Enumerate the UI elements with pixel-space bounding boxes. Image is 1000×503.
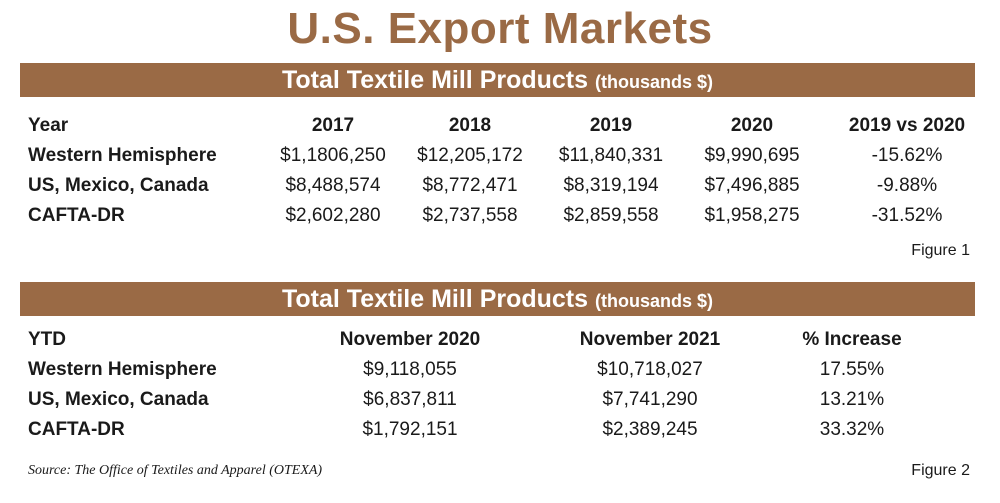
row-label: Western Hemisphere [28,145,217,166]
table-cell: $8,772,471 [422,175,518,196]
table-row: US, Mexico, Canada $6,837,811 $7,741,290… [0,386,1000,414]
table-row: Western Hemisphere $1,1806,250 $12,205,1… [0,142,1000,170]
table-row: CAFTA-DR $1,792,151 $2,389,245 33.32% [0,416,1000,444]
table-cell: 13.21% [819,389,885,410]
table-cell: 17.55% [819,359,885,380]
table1-heading-band: Total Textile Mill Products (thousands $… [20,63,975,97]
table1-col-header-2018: 2018 [448,115,492,136]
table-cell: $8,319,194 [563,175,659,196]
table1-col-header-year: Year [28,115,69,136]
table-cell: $9,990,695 [704,145,800,166]
row-label: CAFTA-DR [28,205,125,226]
figure-2-label: Figure 2 [911,462,970,479]
table-cell: $12,205,172 [417,145,523,166]
table-cell: $7,496,885 [704,175,800,196]
table-row: CAFTA-DR $2,602,280 $2,737,558 $2,859,55… [0,202,1000,230]
table2-col-header-nov-2021: November 2021 [579,329,721,350]
table2-heading: Total Textile Mill Products [281,285,589,313]
table-row: US, Mexico, Canada $8,488,574 $8,772,471… [0,172,1000,200]
table2-col-header-increase: % Increase [802,329,902,350]
table-cell: $11,840,331 [558,145,664,166]
row-label: US, Mexico, Canada [28,175,209,196]
table1-col-header-change: 2019 vs 2020 [848,115,966,136]
table2-header-row: YTD November 2020 November 2021 % Increa… [0,326,1000,354]
table1-col-header-2019: 2019 [589,115,633,136]
table-cell: $8,488,574 [285,175,381,196]
table-cell: $2,859,558 [563,205,659,226]
table-cell: $7,741,290 [602,389,698,410]
table-cell: $10,718,027 [597,359,703,380]
table1-header-row: Year 2017 2018 2019 2020 2019 vs 2020 [0,112,1000,140]
table-cell: -15.62% [871,145,943,166]
table-cell: 33.32% [819,419,885,440]
table2-units: (thousands $) [595,291,714,311]
table-cell: $2,737,558 [422,205,518,226]
table1-units: (thousands $) [595,72,714,92]
table1-heading: Total Textile Mill Products [281,66,589,94]
row-label: Western Hemisphere [28,359,217,380]
row-label: CAFTA-DR [28,419,125,440]
table-row: Western Hemisphere $9,118,055 $10,718,02… [0,356,1000,384]
page-title: U.S. Export Markets [287,4,713,53]
table-cell: $1,792,151 [362,419,458,440]
source-note: Source: The Office of Textiles and Appar… [28,463,323,478]
table1-col-header-2020: 2020 [730,115,774,136]
table-cell: $1,958,275 [704,205,800,226]
table-cell: $6,837,811 [363,389,457,410]
table-cell: -9.88% [876,175,938,196]
table-cell: $2,389,245 [602,419,698,440]
table-cell: $9,118,055 [363,359,457,380]
table1-col-header-2017: 2017 [311,115,355,136]
table-cell: $2,602,280 [285,205,381,226]
table2-col-header-ytd: YTD [28,329,66,350]
row-label: US, Mexico, Canada [28,389,209,410]
table2-col-header-nov-2020: November 2020 [339,329,481,350]
table-cell: -31.52% [871,205,943,226]
figure-1-label: Figure 1 [911,242,970,259]
table2-heading-band: Total Textile Mill Products (thousands $… [20,282,975,316]
table-cell: $1,1806,250 [280,145,386,166]
